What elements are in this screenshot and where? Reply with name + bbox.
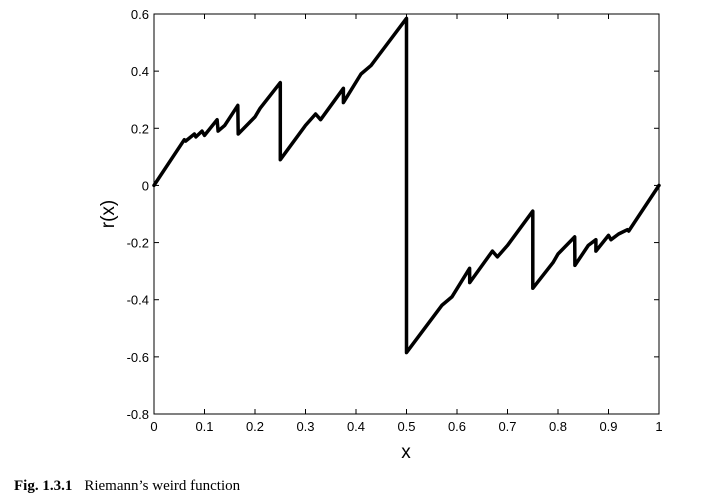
y-tick-label: 0.2 xyxy=(131,121,149,136)
y-tick-label: 0.4 xyxy=(131,64,149,79)
x-tick-label: 0.9 xyxy=(599,419,617,434)
chart: 0 0.1 0.2 0.3 0.4 0.5 0.6 0.7 0.8 0.9 1 -0.8 -0.6 -0.… xyxy=(98,7,663,463)
x-tick-label: 1 xyxy=(655,419,662,434)
x-tick-label: 0.7 xyxy=(498,419,516,434)
x-tick-label: 0 xyxy=(150,419,157,434)
data-layer xyxy=(152,16,661,355)
y-tick-label: -0.4 xyxy=(127,293,149,308)
tick-labels-layer: 0 0.1 0.2 0.3 0.4 0.5 0.6 0.7 0.8 0.9 1 -0.8 -0.6 -0.… xyxy=(127,7,663,434)
x-axis-label: x xyxy=(401,442,411,463)
y-tick-label: 0 xyxy=(142,178,149,193)
y-tick-label: -0.8 xyxy=(127,407,149,422)
x-tick-label: 0.8 xyxy=(549,419,567,434)
x-tick-label: 0.6 xyxy=(448,419,466,434)
figure-caption-text: Riemann’s weird function xyxy=(84,478,241,494)
x-tick-label: 0.4 xyxy=(347,419,365,434)
x-tick-label: 0.5 xyxy=(397,419,415,434)
x-tick-label: 0.2 xyxy=(246,419,264,434)
y-tick-label: -0.6 xyxy=(127,350,149,365)
y-tick-label: -0.2 xyxy=(127,236,149,251)
y-axis-label: r(x) xyxy=(98,200,119,228)
y-tick-label: 0.6 xyxy=(131,7,149,22)
x-tick-label: 0.3 xyxy=(296,419,314,434)
ticks-layer xyxy=(153,13,660,415)
figure-number: Fig. 1.3.1 xyxy=(14,478,73,494)
figure-caption: Fig. 1.3.1 Riemann’s weird function xyxy=(14,478,240,495)
x-tick-label: 0.1 xyxy=(195,419,213,434)
